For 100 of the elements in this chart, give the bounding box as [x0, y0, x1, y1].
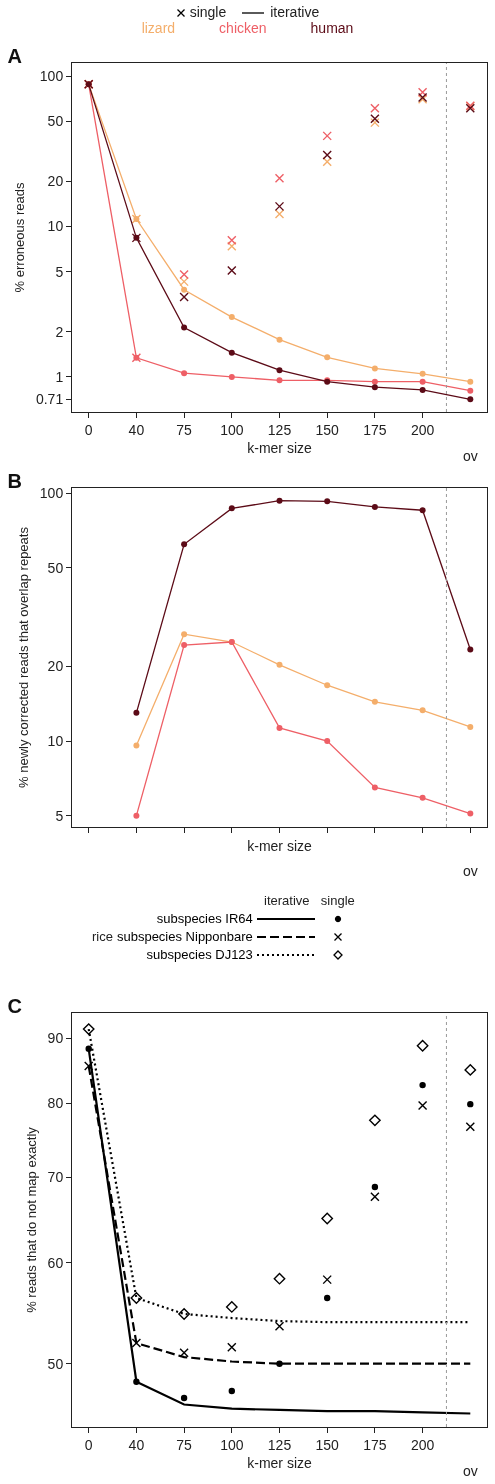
y-tick-label: 2 [55, 323, 64, 340]
point [371, 365, 378, 372]
text: single [188, 4, 227, 20]
point [133, 812, 140, 819]
chart-title: A [7, 45, 22, 67]
point [181, 541, 188, 548]
point [322, 150, 332, 160]
point [324, 498, 331, 505]
point [274, 1321, 285, 1331]
point [179, 1348, 189, 1358]
y-axis-title: % reads that do not map exactly [23, 1126, 39, 1313]
x-axis-title: k-mer size [247, 1455, 312, 1472]
x-tick-label: 150 [315, 1436, 340, 1453]
point [227, 235, 237, 245]
y-axis-title: % newly corrected reads that overlap repeats [15, 526, 31, 788]
point [131, 1338, 142, 1348]
y-tick-label: 90 [47, 1030, 64, 1047]
x-tick-label: 40 [128, 421, 145, 438]
point [467, 646, 474, 653]
point [228, 373, 235, 380]
point [324, 738, 331, 745]
y-tick-label: 100 [39, 485, 64, 502]
x-tick-label: 125 [267, 1436, 292, 1453]
point [371, 503, 378, 510]
point [181, 642, 188, 649]
text: iterative [263, 891, 311, 909]
point [370, 103, 380, 113]
x-tick-label: 150 [315, 421, 340, 438]
point [465, 1122, 475, 1132]
point [276, 367, 283, 374]
x-tick-label: 200 [410, 421, 435, 438]
x-axis-title: k-mer size [247, 440, 312, 457]
point [84, 1061, 94, 1071]
point [276, 724, 283, 731]
point [179, 269, 189, 280]
text: single [319, 891, 356, 909]
point [276, 497, 283, 504]
point [467, 378, 474, 385]
point [369, 1114, 381, 1127]
x-tick-label: 40 [128, 1436, 145, 1453]
point [180, 1394, 188, 1402]
point [371, 1183, 379, 1191]
x-tick-label: 75 [176, 1436, 193, 1453]
x-tick-label: 75 [176, 421, 193, 438]
point [276, 377, 283, 384]
point [274, 209, 285, 219]
x-tick-label: 0 [84, 1436, 93, 1453]
point [181, 631, 188, 638]
x-tick-label: 200 [410, 1436, 435, 1453]
x-tick-label: 0 [84, 421, 93, 438]
legend-label: subspecies Nipponbare [115, 927, 254, 945]
text: iterative [269, 4, 320, 20]
point [322, 1274, 332, 1285]
point [419, 378, 426, 385]
point [467, 1100, 474, 1108]
point [133, 709, 140, 716]
point [324, 354, 331, 361]
legend-title: rice [91, 927, 114, 946]
point [273, 1272, 286, 1285]
x-tick-label: 175 [363, 1436, 387, 1453]
point [179, 292, 189, 302]
chart-title: B [7, 470, 22, 492]
point [181, 370, 188, 377]
text: ov [463, 1463, 478, 1479]
point [419, 1081, 426, 1089]
point [322, 131, 332, 141]
y-tick-label: 50 [47, 1355, 64, 1372]
point [82, 1023, 95, 1035]
y-tick-label: 60 [47, 1254, 64, 1271]
y-axis-title: % erroneous reads [11, 182, 27, 293]
point [276, 661, 283, 668]
y-tick-label: 20 [47, 658, 64, 675]
y-tick-label: 1 [55, 368, 64, 385]
point [464, 1064, 477, 1076]
point [133, 742, 140, 749]
x-axis-title: k-mer size [247, 838, 312, 855]
point [419, 794, 426, 801]
y-tick-label: 0.71 [35, 391, 64, 408]
text: ov [463, 448, 478, 464]
point [371, 384, 378, 391]
point [467, 387, 474, 394]
point [227, 241, 237, 251]
x-tick-label: 100 [220, 1436, 244, 1453]
point [371, 784, 378, 791]
point [417, 1100, 428, 1111]
point [227, 265, 237, 276]
text: ov [463, 863, 478, 879]
point [324, 682, 331, 689]
y-tick-label: 70 [47, 1169, 64, 1186]
point [228, 349, 235, 356]
text: human [310, 20, 354, 36]
y-tick-label: 50 [47, 559, 64, 576]
x-tick-label: 175 [363, 421, 387, 438]
point [467, 396, 474, 403]
point [322, 157, 332, 167]
point [179, 276, 189, 287]
point [419, 386, 426, 393]
point [321, 1212, 334, 1225]
point [228, 1387, 235, 1395]
point [370, 117, 380, 128]
